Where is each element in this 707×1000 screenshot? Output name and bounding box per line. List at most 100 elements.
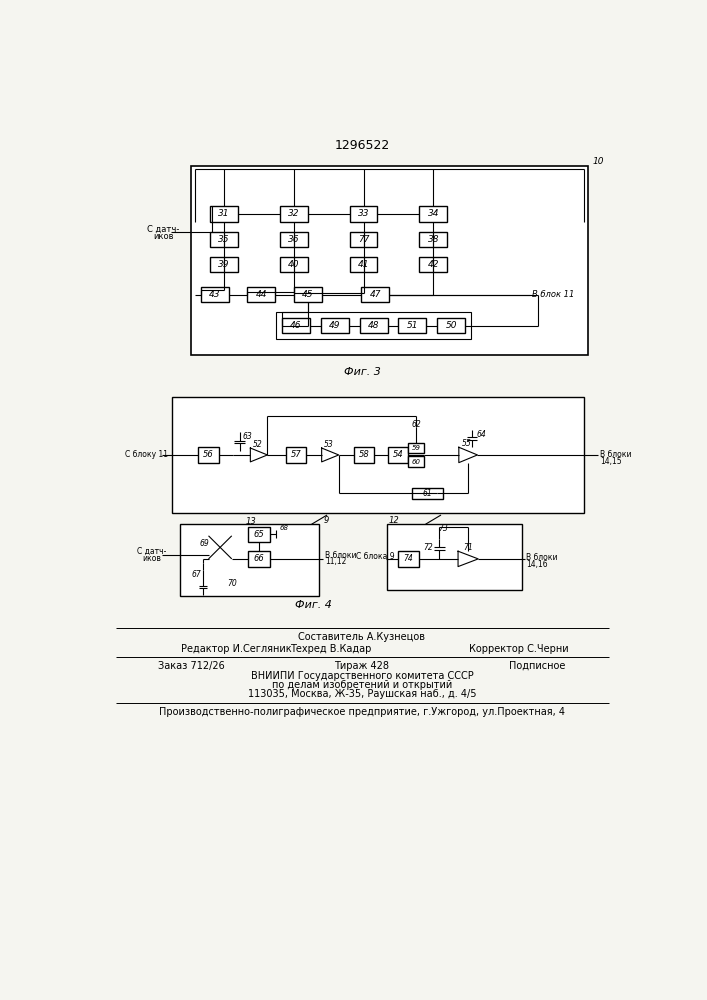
Text: 48: 48 [368,321,380,330]
Text: В блоки: В блоки [526,553,558,562]
Text: 13: 13 [246,517,257,526]
Text: 31: 31 [218,209,230,218]
Bar [398,551,419,567]
Text: 71: 71 [463,543,473,552]
Bar [210,232,238,247]
Bar [280,232,308,247]
Bar [248,551,270,567]
Text: 66: 66 [254,554,264,563]
Bar [280,257,308,272]
Text: 32: 32 [288,209,300,218]
Text: 14,16: 14,16 [526,560,548,569]
Text: 113035, Москва, Ж-35, Раушская наб., д. 4/5: 113035, Москва, Ж-35, Раушская наб., д. … [247,689,477,699]
Text: 72: 72 [423,543,433,552]
Text: Редактор И.Сегляник: Редактор И.Сегляник [182,644,292,654]
Bar [409,443,424,453]
Text: 33: 33 [358,209,369,218]
Bar [210,206,238,222]
Bar [361,287,389,302]
Text: 57: 57 [291,450,301,459]
Bar [349,206,378,222]
Text: 55: 55 [462,439,472,448]
Text: 64: 64 [477,430,486,439]
Text: 50: 50 [445,321,457,330]
Text: В блоки: В блоки [600,450,631,459]
Text: Техред В.Кадар: Техред В.Кадар [290,644,371,654]
Bar [387,524,522,590]
Text: С датч-: С датч- [147,225,180,234]
Text: Тираж 428: Тираж 428 [334,661,390,671]
Text: Фиг. 3: Фиг. 3 [344,367,380,377]
Bar [172,397,585,513]
Text: 62: 62 [411,420,421,429]
Bar [409,456,424,467]
Bar [388,447,409,463]
Text: 49: 49 [329,321,341,330]
Bar [276,312,472,339]
Bar [360,318,387,333]
Text: 70: 70 [227,579,237,588]
Text: 59: 59 [411,445,421,451]
Text: 51: 51 [407,321,418,330]
Text: 67: 67 [192,570,201,579]
Text: ВНИИПИ Государственного комитета СССР: ВНИИПИ Государственного комитета СССР [250,671,473,681]
Text: 53: 53 [324,440,334,449]
Text: 11,12: 11,12 [325,557,346,566]
Text: 45: 45 [302,290,313,299]
Text: С блоку 11: С блоку 11 [125,450,168,459]
Text: 74: 74 [404,554,414,563]
Bar [349,232,378,247]
Bar [201,287,228,302]
Text: 14,15: 14,15 [600,457,621,466]
Bar [419,206,448,222]
Bar [321,318,349,333]
Text: по делам изобретений и открытий: по делам изобретений и открытий [271,680,452,690]
Text: 56: 56 [203,450,214,459]
Bar [419,257,448,272]
Text: 44: 44 [255,290,267,299]
Text: 40: 40 [288,260,300,269]
Text: В блок 11: В блок 11 [532,290,574,299]
Text: 46: 46 [291,321,302,330]
Text: 65: 65 [254,530,264,539]
Bar [210,257,238,272]
Text: 34: 34 [428,209,439,218]
Bar [354,447,374,463]
Bar [199,447,218,463]
Text: Производственно-полиграфическое предприятие, г.Ужгород, ул.Проектная, 4: Производственно-полиграфическое предприя… [159,707,565,717]
Text: 47: 47 [369,290,381,299]
Text: 39: 39 [218,260,230,269]
Bar [412,488,443,499]
Bar [192,166,588,355]
Text: 52: 52 [252,440,262,449]
Text: 73: 73 [438,524,448,533]
Text: 60: 60 [411,459,421,465]
Text: 10: 10 [592,157,604,166]
Text: иков: иков [153,232,174,241]
Text: 58: 58 [359,450,370,459]
Text: 36: 36 [288,235,300,244]
Text: С блока 9: С блока 9 [356,552,395,561]
Bar [437,318,465,333]
Text: Подписное: Подписное [508,661,565,671]
Text: 69: 69 [200,539,209,548]
Text: 54: 54 [393,450,404,459]
Bar [419,232,448,247]
Text: 1296522: 1296522 [334,139,390,152]
Text: 63: 63 [243,432,252,441]
Bar [293,287,322,302]
Text: В блоки: В блоки [325,551,356,560]
Bar [282,318,310,333]
Text: 68: 68 [279,525,288,531]
Text: 12: 12 [388,516,399,525]
Text: 77: 77 [358,235,369,244]
Text: 61: 61 [423,489,433,498]
Bar [248,527,270,542]
Text: 38: 38 [428,235,439,244]
Text: 43: 43 [209,290,221,299]
Bar [349,257,378,272]
Bar [280,206,308,222]
Text: Корректор С.Черни: Корректор С.Черни [469,644,569,654]
Text: Фиг. 4: Фиг. 4 [295,600,332,610]
Text: С датч-: С датч- [137,547,167,556]
